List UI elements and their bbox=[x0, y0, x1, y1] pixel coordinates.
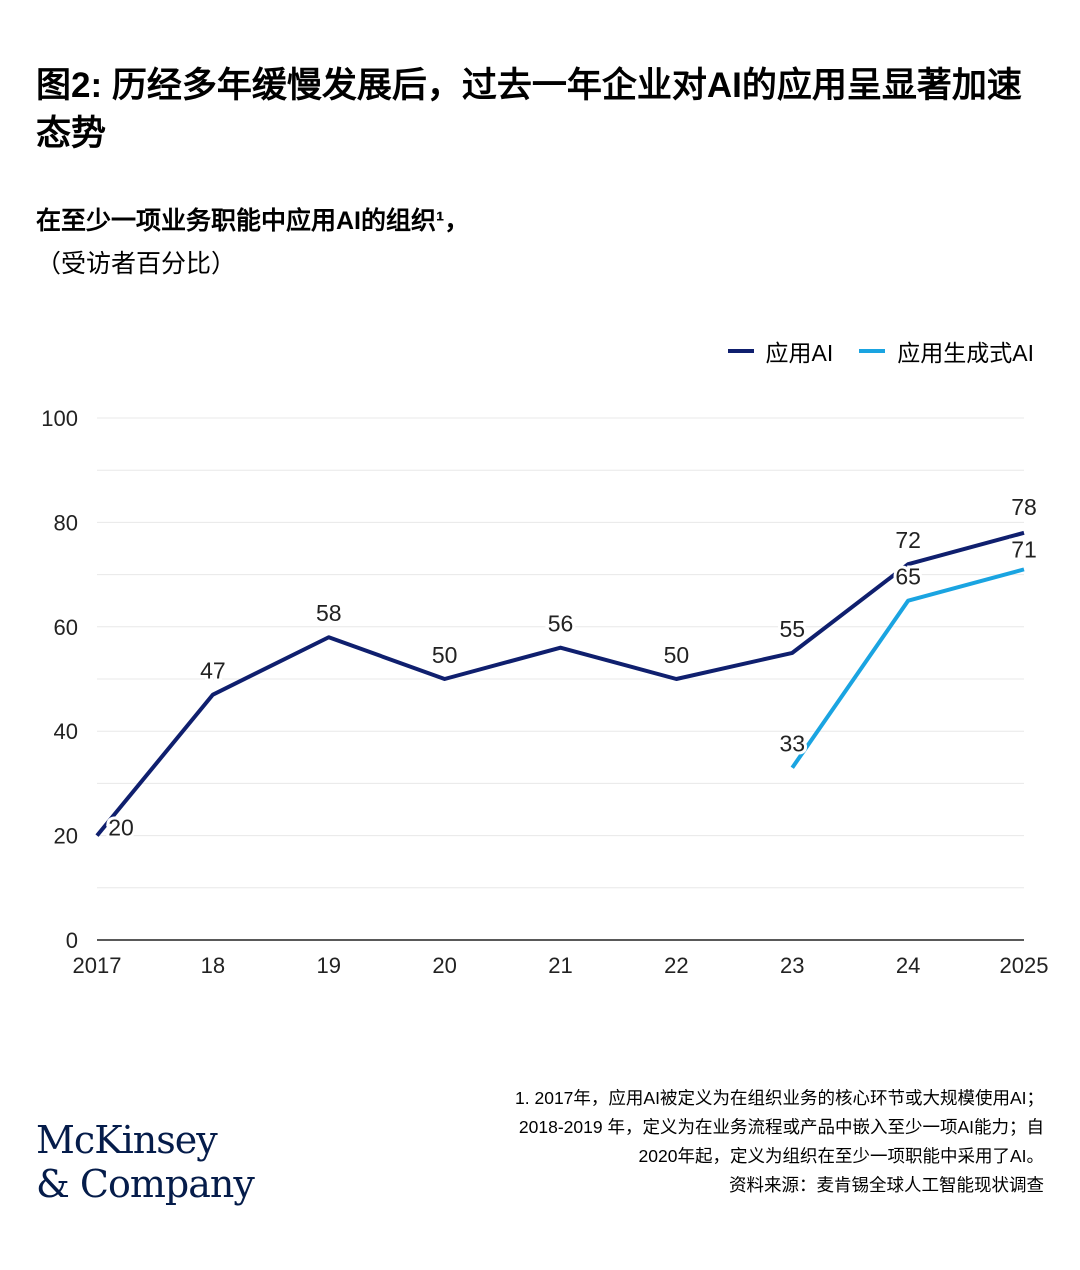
data-label-ai: 50 bbox=[664, 642, 690, 668]
x-tick-label: 22 bbox=[664, 953, 688, 978]
x-tick-label: 18 bbox=[201, 953, 225, 978]
footnote-line-2: 2018-2019 年，定义为在业务流程或产品中嵌入至少一项AI能力；自 bbox=[518, 1117, 1044, 1137]
legend-label-genai: 应用生成式AI bbox=[897, 340, 1034, 366]
mckinsey-logo: McKinsey & Company bbox=[36, 1118, 255, 1206]
series-line-genai bbox=[790, 567, 1025, 769]
y-tick-label: 0 bbox=[66, 928, 78, 953]
y-tick-label: 20 bbox=[54, 824, 78, 849]
x-tick-label: 21 bbox=[548, 953, 572, 978]
x-tick-label: 20 bbox=[432, 953, 456, 978]
data-label-ai: 47 bbox=[200, 658, 226, 684]
logo-line-2: & Company bbox=[36, 1162, 255, 1206]
y-tick-label: 40 bbox=[54, 719, 78, 744]
data-label-ai: 58 bbox=[316, 600, 342, 626]
x-tick-label: 2025 bbox=[1000, 953, 1049, 978]
footnote-line-3: 2020年起，定义为组织在至少一项职能中采用了AI。 bbox=[638, 1146, 1044, 1166]
data-label-genai: 33 bbox=[779, 731, 805, 757]
y-tick-label: 100 bbox=[41, 406, 78, 431]
series-line-ai bbox=[95, 530, 1025, 837]
chart-unit: （受访者百分比） bbox=[36, 250, 237, 278]
x-tick-label: 2017 bbox=[73, 953, 122, 978]
footnote: 1. 2017年，应用AI被定义为在组织业务的核心环节或大规模使用AI； 201… bbox=[344, 1084, 1044, 1200]
y-tick-label: 60 bbox=[54, 615, 78, 640]
chart-subtitle: 在至少一项业务职能中应用AI的组织¹， bbox=[36, 207, 470, 235]
legend-item-ai: 应用AI bbox=[727, 334, 834, 368]
logo-line-1: McKinsey bbox=[36, 1118, 218, 1162]
data-label-ai: 50 bbox=[432, 642, 458, 668]
x-tick-label: 19 bbox=[317, 953, 341, 978]
y-tick-label: 80 bbox=[54, 510, 78, 535]
data-label-ai: 56 bbox=[548, 611, 574, 637]
legend-swatch-genai bbox=[859, 349, 886, 353]
legend-label-ai: 应用AI bbox=[765, 340, 834, 366]
footnote-line-1: 1. 2017年，应用AI被定义为在组织业务的核心环节或大规模使用AI； bbox=[515, 1088, 1044, 1108]
legend-item-genai: 应用生成式AI bbox=[859, 334, 1034, 368]
chart-title: 图2: 历经多年缓慢发展后，过去一年企业对AI的应用呈显著加速态势 bbox=[36, 66, 1022, 153]
x-tick-label: 23 bbox=[780, 953, 804, 978]
source-note: 资料来源：麦肯锡全球人工智能现状调查 bbox=[729, 1175, 1044, 1195]
line-chart: 0 20 40 60 80 100 2017 18 19 20 21 22 23 24 2025 20 47 58… bbox=[41, 406, 1049, 978]
x-tick-label: 24 bbox=[896, 953, 920, 978]
legend-swatch-ai bbox=[727, 349, 754, 353]
data-label-genai: 65 bbox=[895, 564, 921, 590]
data-label-ai: 78 bbox=[1011, 494, 1037, 520]
data-label-ai: 55 bbox=[779, 616, 805, 642]
legend: 应用AI 应用生成式AI bbox=[727, 334, 1034, 368]
data-label-ai: 20 bbox=[108, 815, 134, 841]
data-label-ai: 72 bbox=[895, 527, 921, 553]
data-label-genai: 71 bbox=[1011, 536, 1037, 562]
